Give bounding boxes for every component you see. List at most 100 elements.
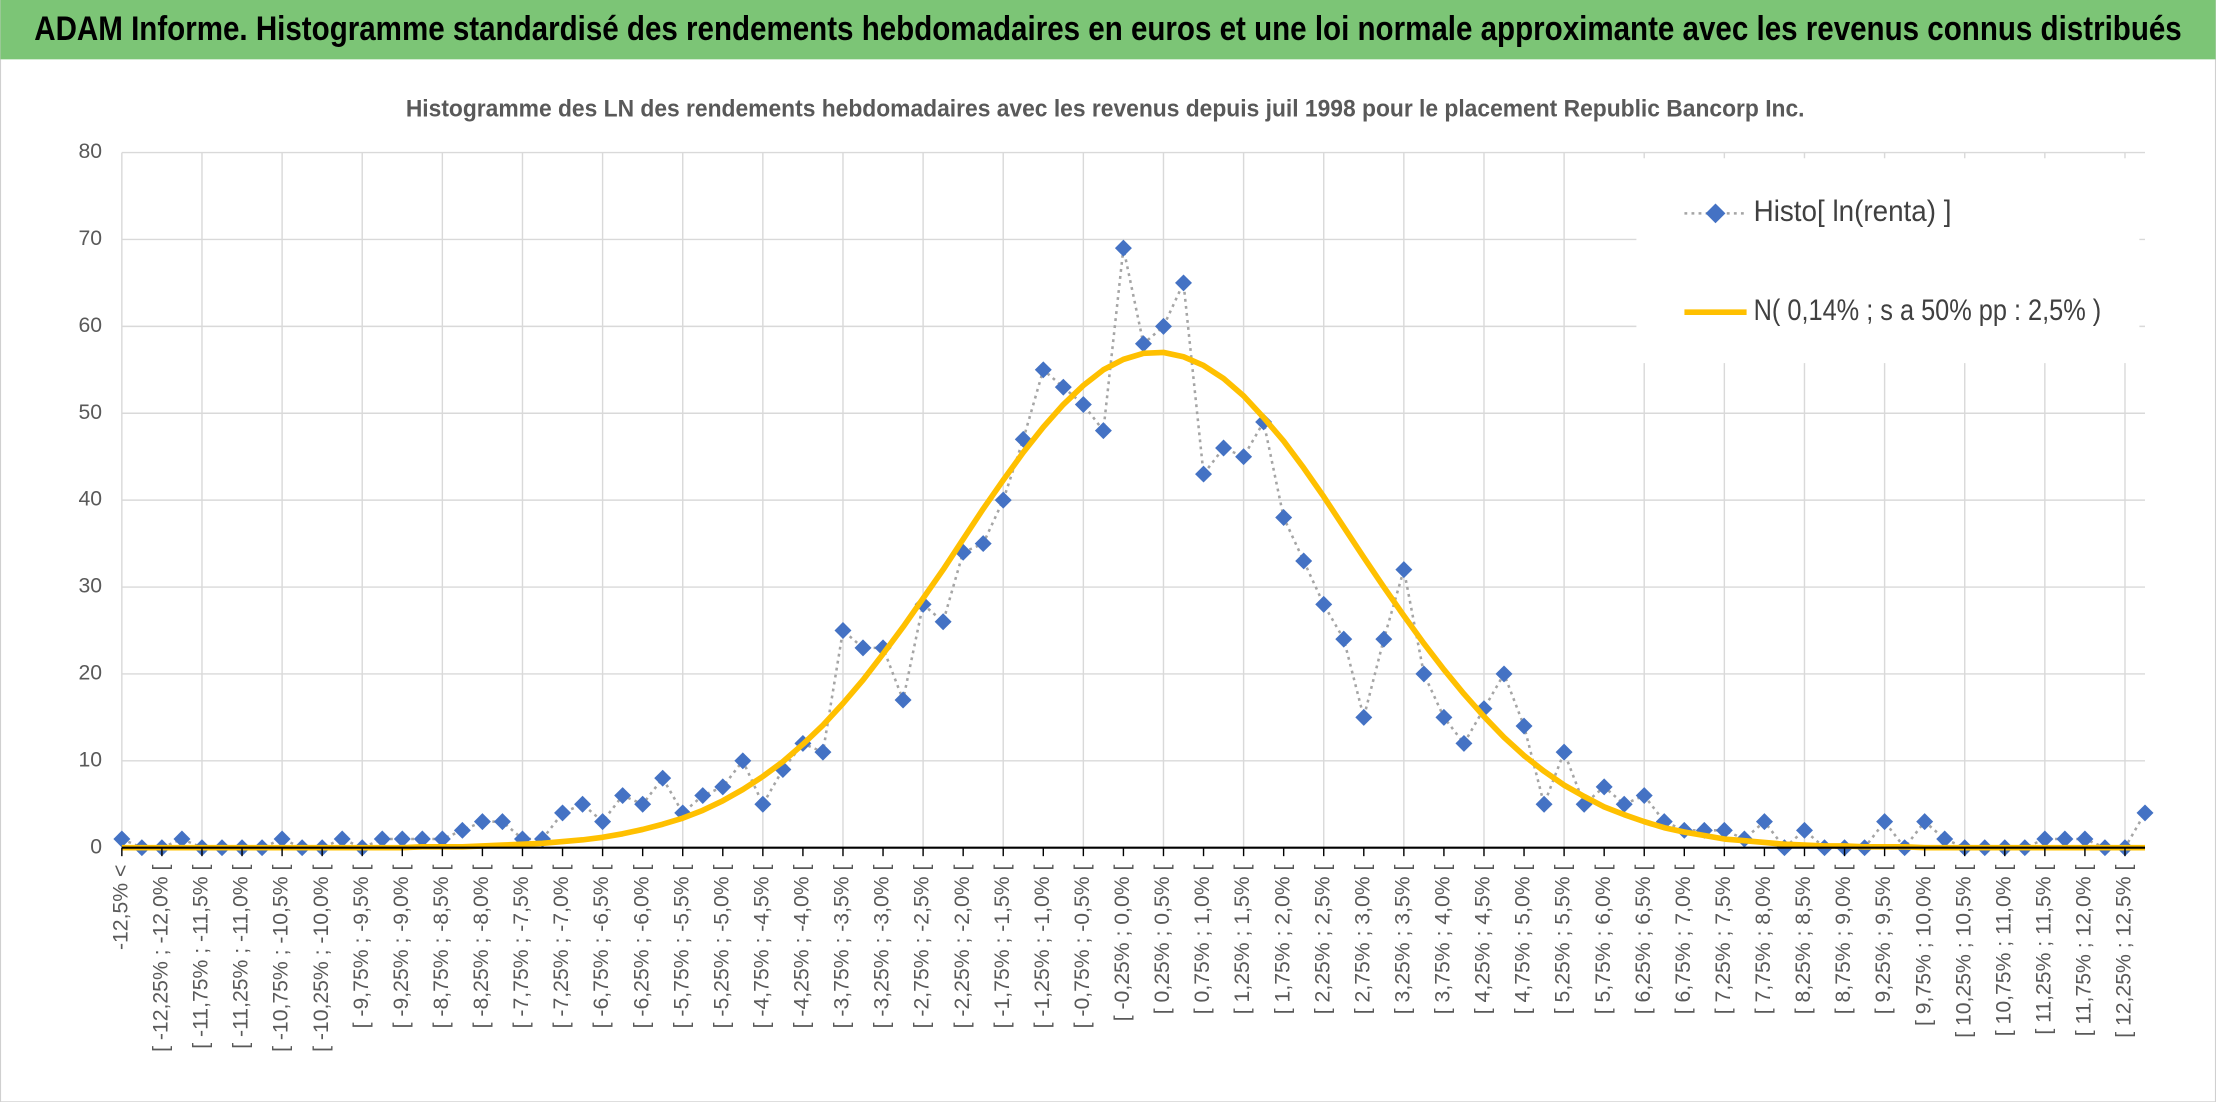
- histogram-marker: [373, 830, 391, 848]
- x-tick-label: [ -7,25% ; -7,0% [: [550, 865, 573, 1029]
- x-tick-label: [ -4,25% ; -4,0% [: [791, 865, 814, 1029]
- x-tick-label: [ 5,75% ; 6,0% [: [1592, 865, 1615, 1015]
- y-tick-label: 20: [78, 662, 102, 685]
- histogram-marker: [1355, 708, 1373, 726]
- histogram-marker: [1916, 813, 1934, 831]
- histogram-marker: [393, 830, 411, 848]
- histogram-marker: [714, 778, 732, 796]
- histogram-marker: [834, 621, 852, 639]
- histogram-marker: [854, 639, 872, 657]
- histogram-marker: [1134, 335, 1152, 353]
- legend-label: N( 0,14% ; s a 50% pp : 2,5% ): [1754, 294, 2102, 327]
- x-tick-label: [ 11,75% ; 12,0% [: [2073, 865, 2096, 1037]
- histogram-marker: [1034, 361, 1052, 379]
- histogram-marker: [1155, 317, 1172, 335]
- histogram-marker: [594, 813, 612, 831]
- y-tick-label: 70: [78, 227, 102, 250]
- x-tick-label: [ 10,25% ; 10,5% [: [1952, 865, 1975, 1038]
- x-tick-label: [ -0,75% ; -0,5% [: [1071, 865, 1094, 1029]
- x-tick-label: [ 7,75% ; 8,0% [: [1752, 865, 1775, 1015]
- histogram-marker: [994, 491, 1012, 509]
- histogram-marker: [1315, 595, 1333, 613]
- header-title: ADAM Informe. Histogramme standardisé de…: [34, 10, 2181, 48]
- x-tick-label: [ -3,75% ; -3,5% [: [831, 865, 854, 1029]
- histogram-marker: [1555, 743, 1573, 761]
- histogram-marker: [1796, 821, 1813, 839]
- histogram-marker: [1335, 630, 1353, 648]
- histogram-marker: [1175, 274, 1192, 292]
- x-tick-label: [ -8,25% ; -8,0% [: [470, 865, 493, 1029]
- legend-marker: [1705, 203, 1726, 224]
- histogram-marker: [1375, 630, 1393, 648]
- histogram-marker: [734, 752, 752, 770]
- x-tick-label: [ 3,75% ; 4,0% [: [1432, 865, 1455, 1015]
- legend: Histo[ ln(renta) ] N( 0,14% ; s a 50% pp …: [1636, 158, 2140, 364]
- x-tick-label: [ 4,75% ; 5,0% [: [1512, 865, 1535, 1015]
- x-tick-label: [ 3,25% ; 3,5% [: [1391, 865, 1414, 1015]
- x-tick-label: [ -10,75% ; -10,5% [: [270, 865, 293, 1052]
- x-tick-label: [ -0,25% ; 0,0% [: [1111, 865, 1134, 1022]
- x-tick-label: [ -2,25% ; -2,0% [: [951, 865, 974, 1029]
- x-tick-label: [ -5,75% ; -5,5% [: [670, 865, 693, 1029]
- histogram-marker: [1876, 813, 1894, 831]
- histogram-marker: [113, 830, 131, 848]
- histogram-marker: [654, 769, 672, 787]
- x-tick-label: [ -1,75% ; -1,5% [: [991, 865, 1014, 1029]
- histogram-marker: [634, 795, 652, 813]
- x-tick-label: [ -6,75% ; -6,5% [: [590, 865, 613, 1029]
- histogram-marker: [1495, 665, 1513, 683]
- x-tick-label: [ 8,75% ; 9,0% [: [1832, 865, 1855, 1015]
- histogram-marker: [1515, 717, 1533, 735]
- histogram-marker: [273, 830, 291, 848]
- x-tick-label: [ 9,75% ; 10,0% [: [1912, 865, 1935, 1026]
- x-tick-label: [ 6,75% ; 7,0% [: [1672, 865, 1695, 1015]
- histogram-marker: [473, 813, 491, 831]
- x-tick-label: [ 8,25% ; 8,5% [: [1792, 865, 1815, 1015]
- x-tick-label: [ 12,25% ; 12,5% [: [2113, 865, 2136, 1038]
- x-tick-label: [ 0,75% ; 1,0% [: [1191, 865, 1214, 1015]
- histogram-marker: [2076, 830, 2094, 848]
- histogram-marker: [413, 830, 431, 848]
- x-tick-label: -12,5% <: [109, 865, 132, 950]
- x-tick-label: [ -9,75% ; -9,5% [: [350, 865, 373, 1029]
- histogram-marker: [2036, 830, 2054, 848]
- y-tick-label: 0: [90, 835, 102, 858]
- histogram-marker: [614, 787, 632, 805]
- histogram-marker: [433, 830, 451, 848]
- x-tick-label: [ 10,75% ; 11,0% [: [1992, 865, 2015, 1037]
- histogram-marker: [1455, 734, 1473, 752]
- x-tick-label: [ -9,25% ; -9,0% [: [390, 865, 413, 1029]
- histogram-marker: [2056, 830, 2074, 848]
- x-tick-label: [ -3,25% ; -3,0% [: [871, 865, 894, 1029]
- x-tick-label: [ 0,25% ; 0,5% [: [1151, 865, 1174, 1015]
- histogram-marker: [1535, 795, 1553, 813]
- x-tick-label: [ 1,75% ; 2,0% [: [1271, 865, 1294, 1015]
- histogram-marker: [1755, 813, 1773, 831]
- histogram-marker: [493, 813, 511, 831]
- histogram-marker: [934, 613, 952, 631]
- x-tick-label: [ -4,75% ; -4,5% [: [750, 865, 773, 1029]
- x-tick-label: [ -11,75% ; -11,5% [: [190, 865, 213, 1049]
- histogram-marker: [1094, 422, 1112, 440]
- y-tick-label: 60: [78, 314, 102, 337]
- histogram-marker: [574, 795, 592, 813]
- x-tick-label: [ -10,25% ; -10,0% [: [310, 865, 333, 1052]
- histogram-marker: [173, 830, 191, 848]
- histogram-marker: [2136, 804, 2154, 822]
- histogram-marker: [1595, 778, 1613, 796]
- x-tick-label: [ 9,25% ; 9,5% [: [1872, 865, 1895, 1015]
- histogram-marker: [1114, 239, 1132, 257]
- histogram-marker: [1936, 830, 1954, 848]
- histogram-marker: [694, 787, 712, 805]
- histogram-marker: [1635, 787, 1653, 805]
- x-tick-label: [ 7,25% ; 7,5% [: [1712, 865, 1735, 1015]
- x-tick-label: [ 6,25% ; 6,5% [: [1632, 865, 1655, 1015]
- histogram-marker: [453, 821, 471, 839]
- x-tick-label: [ 1,25% ; 1,5% [: [1231, 865, 1254, 1015]
- x-tick-label: [ -5,25% ; -5,0% [: [710, 865, 733, 1029]
- y-tick-label: 30: [78, 575, 102, 598]
- x-tick-label: [ -12,25% ; -12,0% [: [150, 865, 173, 1052]
- y-tick-label: 10: [78, 748, 102, 771]
